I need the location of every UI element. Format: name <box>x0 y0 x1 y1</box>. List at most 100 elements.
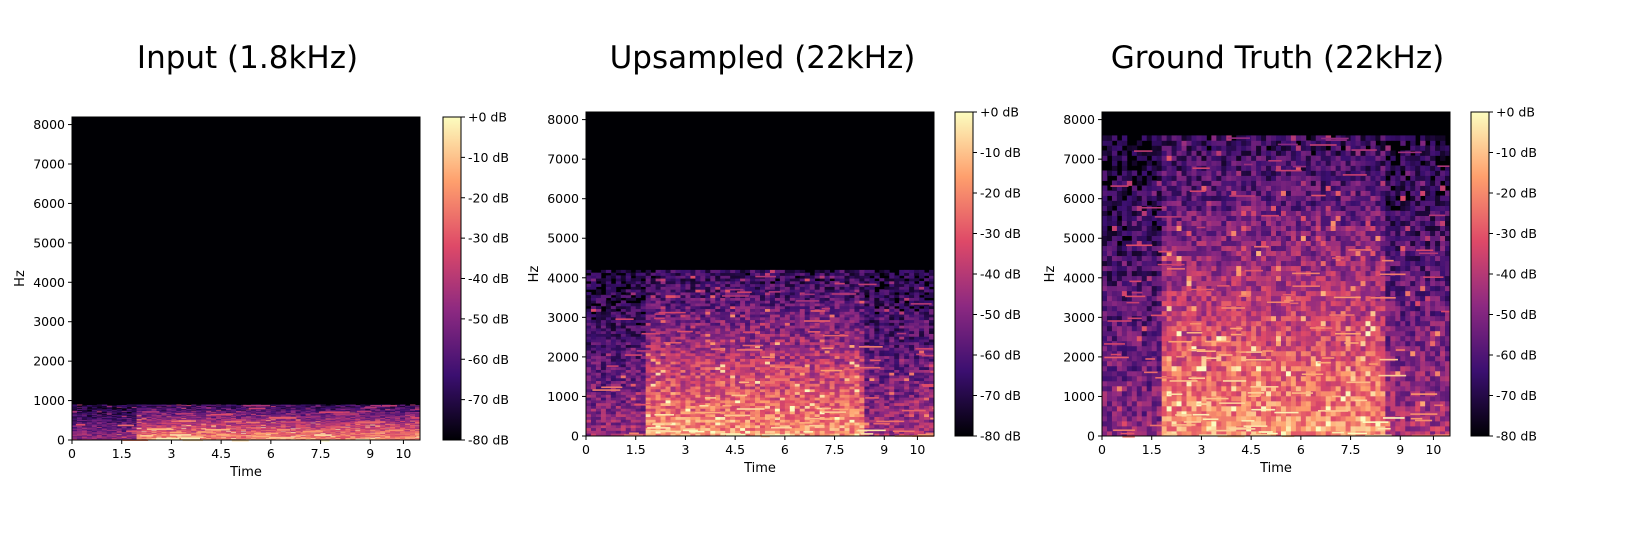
y-tick-label: 3000 <box>547 310 579 325</box>
colorbar-tick-label: -60 dB <box>1496 348 1537 363</box>
y-tick-label: 6000 <box>1063 191 1095 206</box>
spectrogram-background <box>72 117 420 440</box>
y-tick-label: 2000 <box>547 349 579 364</box>
x-tick-label: 4.5 <box>725 442 745 457</box>
y-tick-label: 8000 <box>547 112 579 127</box>
colorbar-tick-label: -70 dB <box>1496 388 1537 403</box>
x-tick-label: 6 <box>781 442 789 457</box>
colorbar-tick-label: +0 dB <box>1496 105 1535 120</box>
y-tick-label: 1000 <box>547 389 579 404</box>
chart-title: Upsampled (22kHz) <box>609 40 916 76</box>
y-axis-label: Hz <box>1043 266 1058 283</box>
colorbar-tick-label: -80 dB <box>468 433 509 448</box>
colorbar-tick-label: -50 dB <box>980 307 1021 322</box>
y-tick-label: 8000 <box>1063 112 1095 127</box>
colorbar-tick-label: +0 dB <box>468 110 507 125</box>
y-tick-label: 7000 <box>33 156 65 171</box>
y-tick-label: 6000 <box>547 191 579 206</box>
x-tick-label: 4.5 <box>211 446 231 461</box>
y-tick-label: 4000 <box>1063 270 1095 285</box>
y-tick-label: 7000 <box>547 152 579 167</box>
y-tick-label: 1000 <box>1063 389 1095 404</box>
x-tick-label: 9 <box>1396 442 1404 457</box>
colorbar-tick-label: -50 dB <box>468 311 509 326</box>
x-tick-label: 3 <box>167 446 175 461</box>
y-tick-label: 4000 <box>547 270 579 285</box>
colorbar-tick-label: -80 dB <box>980 429 1021 444</box>
spectrogram-chart-ground-truth: 0 1000 2000 3000 4000 5000 6000 7000 8000 0 1.5 3 4.… <box>1043 105 1537 477</box>
y-tick-label: 5000 <box>1063 231 1095 246</box>
colorbar-tick-label: -30 dB <box>468 231 509 246</box>
x-tick-label: 10 <box>1425 442 1441 457</box>
x-tick-label: 0 <box>582 442 590 457</box>
y-tick-label: 8000 <box>33 117 65 132</box>
chart-title: Input (1.8kHz) <box>136 40 359 76</box>
y-tick-label: 5000 <box>547 231 579 246</box>
x-axis-label: Time <box>743 461 776 476</box>
spectrogram-panel-ground-truth: Ground Truth (22kHz) 0 1000 2000 3000 4000 50… <box>1040 0 1639 538</box>
colorbar-tick-label: -40 dB <box>468 271 509 286</box>
colorbar-tick-label: +0 dB <box>980 105 1019 120</box>
x-tick-label: 10 <box>395 446 411 461</box>
x-tick-label: 3 <box>1197 442 1205 457</box>
colorbar-tick-label: -10 dB <box>980 145 1021 160</box>
spectrogram-chart-upsampled: 0 1000 2000 3000 4000 5000 6000 7000 8000 0 1.5 3 4.… <box>527 105 1021 477</box>
x-tick-label: 9 <box>880 442 888 457</box>
chart-title: Ground Truth (22kHz) <box>1110 40 1445 76</box>
colorbar-tick-label: -40 dB <box>1496 267 1537 282</box>
y-tick-label: 0 <box>1087 429 1095 444</box>
colorbar-tick-label: -50 dB <box>1496 307 1537 322</box>
y-tick-label: 0 <box>571 429 579 444</box>
x-tick-label: 0 <box>68 446 76 461</box>
colorbar-tick-label: -10 dB <box>1496 145 1537 160</box>
x-tick-label: 9 <box>366 446 374 461</box>
y-tick-label: 1000 <box>33 393 65 408</box>
y-tick-label: 2000 <box>1063 349 1095 364</box>
colorbar-tick-label: -20 dB <box>1496 186 1537 201</box>
colorbar-tick-label: -40 dB <box>980 267 1021 282</box>
x-tick-label: 7.5 <box>1341 442 1361 457</box>
y-axis-label: Hz <box>527 266 542 283</box>
colorbar-tick-label: -10 dB <box>468 150 509 165</box>
spectrogram-panel-input: Input (1.8kHz) 0 1000 2000 3000 4000 5000 6000… <box>0 0 509 538</box>
spectrogram-image <box>72 404 421 442</box>
colorbar <box>954 111 974 437</box>
colorbar-tick-label: -60 dB <box>468 352 509 367</box>
colorbar-tick-label: -80 dB <box>1496 429 1537 444</box>
spectrogram-panel-upsampled: Upsampled (22kHz) 0 1000 2000 3000 4000 5000 6… <box>520 0 1040 538</box>
plot-frame <box>585 111 935 437</box>
y-tick-label: 6000 <box>33 196 65 211</box>
x-tick-label: 0 <box>1098 442 1106 457</box>
x-tick-label: 1.5 <box>626 442 646 457</box>
y-tick-label: 4000 <box>33 275 65 290</box>
colorbar <box>442 116 462 441</box>
x-axis-label: Time <box>229 465 262 480</box>
plot-frame <box>71 116 421 441</box>
colorbar-tick-label: -70 dB <box>468 392 509 407</box>
y-tick-label: 5000 <box>33 235 65 250</box>
y-tick-label: 3000 <box>33 314 65 329</box>
x-tick-label: 3 <box>681 442 689 457</box>
colorbar-tick-label: -30 dB <box>1496 226 1537 241</box>
colorbar <box>1470 111 1490 437</box>
x-tick-label: 4.5 <box>1241 442 1261 457</box>
y-axis-label: Hz <box>13 270 28 287</box>
spectrogram-image <box>1102 135 1451 438</box>
colorbar-tick-label: -20 dB <box>980 186 1021 201</box>
y-tick-label: 3000 <box>1063 310 1095 325</box>
x-tick-label: 10 <box>909 442 925 457</box>
colorbar-tick-label: -60 dB <box>980 348 1021 363</box>
x-tick-label: 6 <box>1297 442 1305 457</box>
y-tick-label: 2000 <box>33 354 65 369</box>
y-tick-label: 0 <box>57 433 65 448</box>
x-tick-label: 7.5 <box>311 446 331 461</box>
spectrogram-chart-input: 0 1000 2000 3000 4000 5000 6000 7000 8000 0 1.5 3 4.… <box>13 110 509 481</box>
colorbar-tick-label: -30 dB <box>980 226 1021 241</box>
x-axis-label: Time <box>1259 461 1292 476</box>
colorbar-tick-label: -70 dB <box>980 388 1021 403</box>
x-tick-label: 6 <box>267 446 275 461</box>
x-tick-label: 1.5 <box>1142 442 1162 457</box>
plot-frame <box>1101 111 1451 437</box>
x-tick-label: 7.5 <box>825 442 845 457</box>
spectrogram-image <box>586 269 935 438</box>
